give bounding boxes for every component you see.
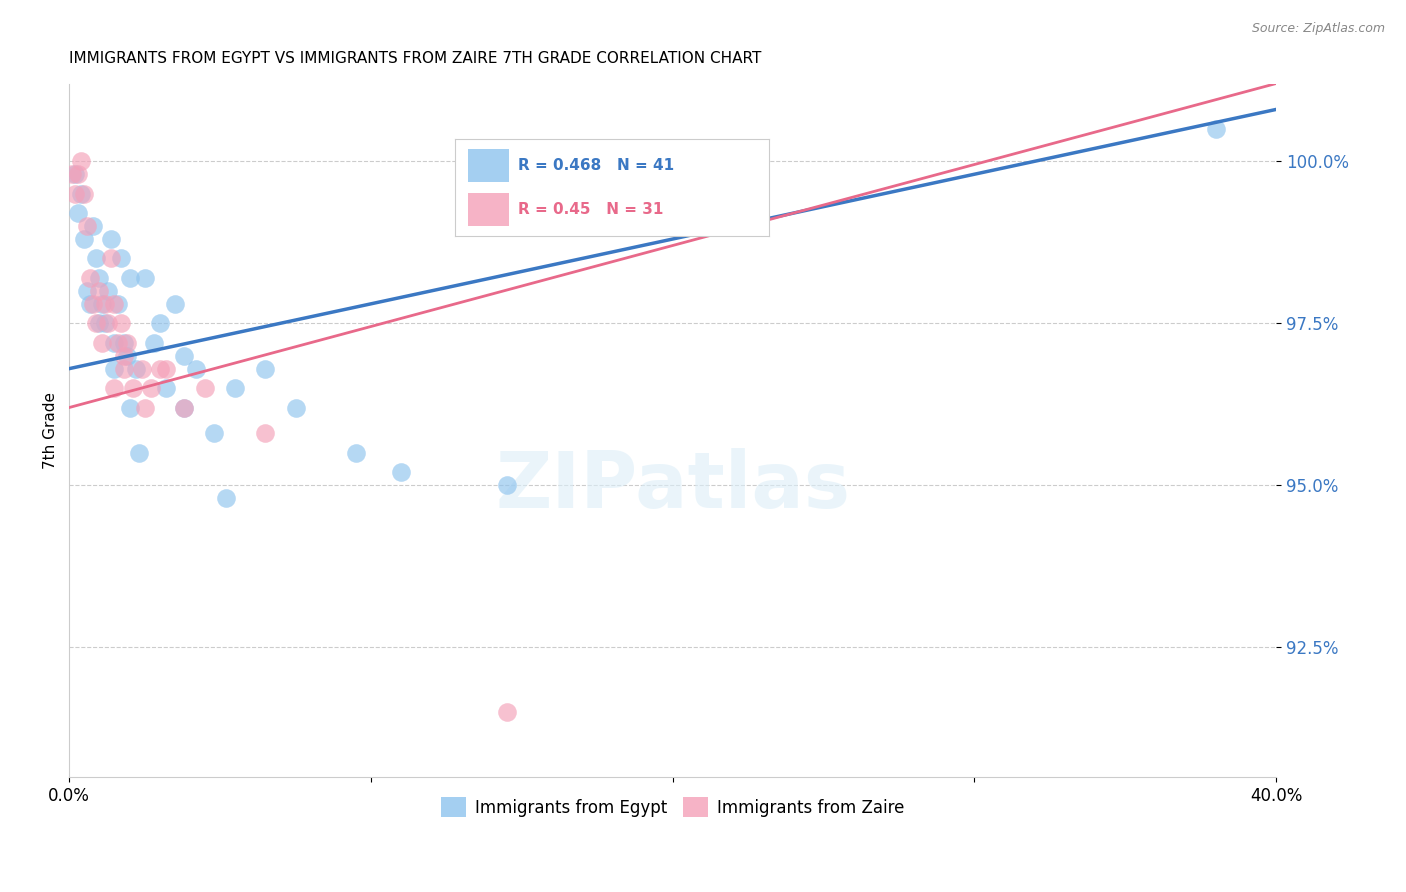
Point [173, 349, 195, 363]
Point [134, 401, 156, 415]
Point [142, 335, 165, 350]
Point [89, 316, 111, 330]
Legend: Immigrants from Egypt, Immigrants from Zaire: Immigrants from Egypt, Immigrants from Z… [434, 790, 911, 824]
Point [67, 206, 90, 220]
Point [94, 316, 117, 330]
Point [100, 232, 122, 246]
Title: IMMIGRANTS FROM EGYPT VS IMMIGRANTS FROM ZAIRE 7TH GRADE CORRELATION CHART: IMMIGRANTS FROM EGYPT VS IMMIGRANTS FROM… [69, 51, 762, 66]
Point [131, 361, 153, 376]
Y-axis label: 7th Grade: 7th Grade [44, 392, 58, 468]
Point [107, 335, 129, 350]
Point [79, 297, 101, 311]
Point [89, 271, 111, 285]
Point [173, 401, 195, 415]
Point [173, 401, 195, 415]
Point [76, 219, 98, 233]
Point [82, 219, 104, 233]
Point [149, 361, 172, 376]
Point [79, 271, 101, 285]
Point [60, 167, 83, 181]
Point [118, 271, 141, 285]
Point [118, 401, 141, 415]
Point [82, 297, 104, 311]
Point [67, 167, 90, 181]
Point [76, 284, 98, 298]
Point [139, 381, 162, 395]
Point [97, 284, 120, 298]
Point [107, 297, 129, 311]
Point [65, 186, 87, 201]
Point [89, 284, 111, 298]
Point [110, 252, 132, 266]
Point [344, 446, 367, 460]
Point [110, 316, 132, 330]
Point [112, 349, 135, 363]
Point [495, 478, 517, 492]
Point [284, 401, 307, 415]
Point [121, 381, 143, 395]
Point [103, 297, 125, 311]
Point [1205, 121, 1227, 136]
Point [103, 335, 125, 350]
Point [124, 361, 146, 376]
Point [163, 297, 186, 311]
Point [115, 349, 138, 363]
Point [103, 361, 125, 376]
Text: Source: ZipAtlas.com: Source: ZipAtlas.com [1251, 22, 1385, 36]
Point [215, 491, 238, 506]
Point [134, 271, 156, 285]
Point [115, 335, 138, 350]
Point [97, 316, 120, 330]
Point [155, 361, 177, 376]
Point [155, 381, 177, 395]
Point [389, 465, 412, 479]
Text: ZIPatlas: ZIPatlas [495, 448, 851, 524]
Point [495, 705, 517, 719]
Point [254, 361, 277, 376]
Point [224, 381, 246, 395]
Point [91, 335, 114, 350]
Point [103, 381, 125, 395]
Point [149, 316, 172, 330]
Point [112, 361, 135, 376]
Point [100, 252, 122, 266]
Point [94, 297, 117, 311]
Point [73, 232, 96, 246]
Point [202, 426, 225, 441]
Point [73, 186, 96, 201]
Point [254, 426, 277, 441]
Point [65, 167, 87, 181]
Point [91, 297, 114, 311]
Point [112, 335, 135, 350]
Point [194, 381, 217, 395]
Point [70, 186, 93, 201]
Point [86, 252, 108, 266]
Point [70, 154, 93, 169]
Point [184, 361, 207, 376]
Point [86, 316, 108, 330]
Point [128, 446, 150, 460]
